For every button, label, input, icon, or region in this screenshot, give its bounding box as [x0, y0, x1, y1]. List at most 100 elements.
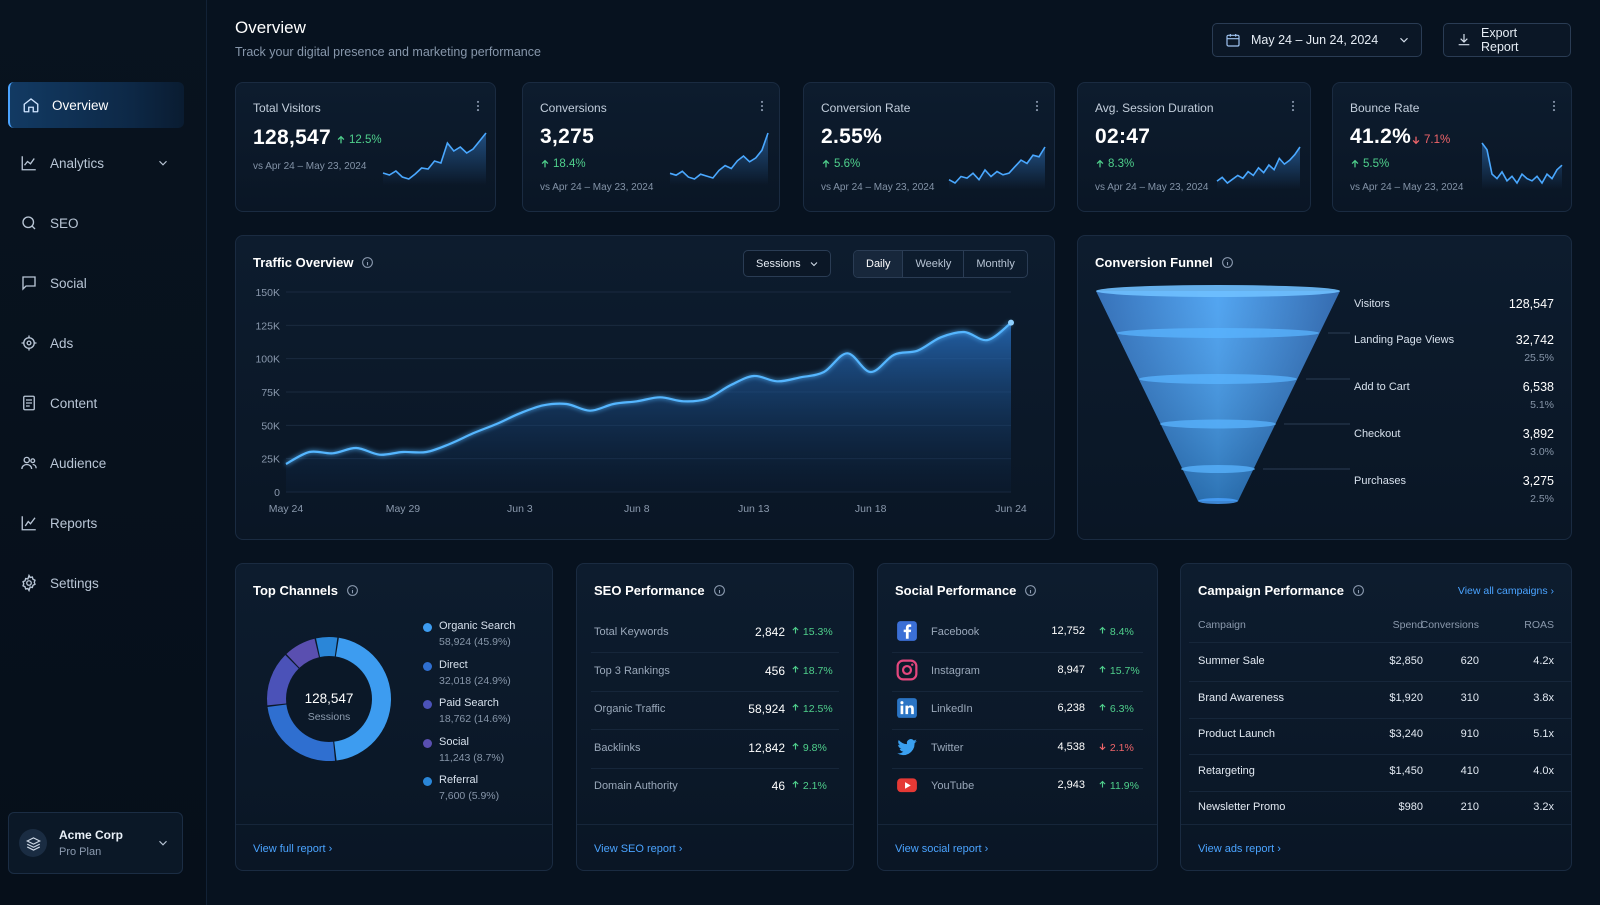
sidebar-item-label: Social [50, 275, 87, 291]
sidebar-item-social[interactable]: Social [8, 260, 184, 306]
sidebar-item-reports[interactable]: Reports [8, 500, 184, 546]
sparkline-area [1482, 143, 1562, 189]
kpi-value: 2.55% [821, 125, 883, 148]
kpi-value: 02:47 [1095, 125, 1151, 148]
period-weekly[interactable]: Weekly [903, 251, 965, 277]
social-metric-delta: 11.9% [1098, 780, 1139, 792]
delta-value: 8.4% [1109, 626, 1134, 638]
period-monthly[interactable]: Monthly [976, 258, 1015, 270]
kpi-sparkline [1481, 142, 1563, 189]
info-icon[interactable] [346, 584, 359, 597]
seo-metric-value: 2,842 [754, 625, 785, 639]
funnel-stage-name: Landing Page Views [1354, 334, 1455, 346]
arrow-up-icon [822, 159, 830, 168]
info-icon[interactable] [1024, 584, 1037, 597]
campaign-name: Product Launch [1198, 728, 1276, 740]
sidebar-item-overview[interactable]: Overview [8, 82, 184, 128]
sidebar-item-settings[interactable]: Settings [8, 560, 184, 606]
view-all-campaigns-link[interactable]: View all campaigns › [1457, 585, 1554, 597]
info-icon[interactable] [361, 256, 374, 269]
kpi-card-conversion-rate: Conversion Rate 2.55% 5.6% vs Apr 24 – M… [803, 82, 1055, 212]
kpi-sparkline [382, 132, 487, 185]
funnel-stage-name: Add to Cart [1354, 381, 1410, 393]
funnel-shade [1096, 291, 1340, 501]
period-daily[interactable]: Daily [854, 251, 904, 277]
more-vertical-icon[interactable] [1030, 99, 1044, 113]
row-divider [1189, 790, 1571, 792]
view-seo-report-link[interactable]: View SEO report › [594, 843, 683, 855]
metric-select[interactable]: Sessions [743, 250, 831, 277]
date-range-picker[interactable]: May 24 – Jun 24, 2024 [1212, 23, 1422, 57]
chevron-down-icon[interactable] [156, 156, 170, 170]
donut-slice[interactable] [267, 704, 336, 761]
funnel-stage-name: Purchases [1354, 475, 1406, 487]
section-header: Social Performance [895, 583, 1037, 598]
donut-slice[interactable] [316, 637, 338, 657]
table-header-divider [1189, 642, 1571, 643]
donut-slice[interactable] [334, 637, 391, 761]
kpi-title: Total Visitors [253, 101, 321, 115]
delta-value: 2.1% [802, 780, 827, 792]
more-vertical-icon[interactable] [1547, 99, 1561, 113]
table-column-header: ROAS [1524, 619, 1554, 631]
kpi-delta: 8.3% [1095, 158, 1134, 170]
social-metric-value: 8,947 [1057, 663, 1085, 676]
sidebar-item-content[interactable]: Content [8, 380, 184, 426]
arrow-down-icon [1412, 136, 1420, 145]
org-switcher[interactable]: Acme Corp Pro Plan [8, 812, 183, 874]
sidebar-item-analytics[interactable]: Analytics [8, 140, 184, 186]
chevron-down-icon [810, 261, 818, 266]
funnel-stage-value: 3,892 [1522, 427, 1554, 441]
calendar-icon [1226, 34, 1240, 47]
delta-value: 15.3% [802, 626, 833, 638]
page-subtitle: Track your digital presence and marketin… [235, 45, 541, 59]
arrow-up-icon [792, 780, 799, 788]
youtube-icon [896, 774, 918, 796]
legend-swatch [423, 777, 432, 786]
kpi-card-bounce-rate: Bounce Rate 41.2% 7.1% 5.5% vs Apr 24 – … [1332, 82, 1572, 212]
kpi-delta-value: 8.3% [1108, 158, 1135, 170]
campaign-cell: $2,850 [1389, 655, 1423, 667]
sidebar-item-audience[interactable]: Audience [8, 440, 184, 486]
campaign-cell: $1,450 [1389, 764, 1423, 777]
donut-slice[interactable] [286, 638, 319, 668]
section-header: Traffic Overview [253, 255, 374, 270]
row-divider [591, 767, 839, 769]
seo-metric-value: 58,924 [748, 702, 785, 716]
info-icon[interactable] [1221, 256, 1234, 269]
sidebar-item-seo[interactable]: SEO [8, 200, 184, 246]
info-icon[interactable] [1352, 584, 1365, 597]
twitter-icon-glyph [897, 738, 917, 755]
funnel-stage-rim [1139, 374, 1297, 384]
instagram-icon-glyph [896, 659, 918, 680]
legend-channel-detail: 32,018 (24.9%) [439, 674, 511, 687]
x-tick-label: May 29 [386, 503, 421, 515]
seo-metric-delta: 18.7% [791, 665, 833, 677]
export-report-button[interactable]: Export Report [1443, 23, 1571, 57]
view-full-report-link[interactable]: View full report › [253, 843, 333, 855]
seo-metric-delta: 12.5% [791, 703, 833, 715]
view-ads-report-link[interactable]: View ads report › [1198, 843, 1281, 855]
delta-value: 9.8% [802, 741, 827, 754]
sidebar-item-ads[interactable]: Ads [8, 320, 184, 366]
more-vertical-icon[interactable] [755, 99, 769, 113]
traffic-area-chart: 0 25K 50K 75K 100K 125K 150K May 24 May 29 Jun 3 J… [255, 287, 1026, 515]
legend-swatch [423, 661, 432, 671]
sidebar-item-label: Ads [50, 335, 74, 351]
kpi-card-conversions: Conversions 3,275 18.4% vs Apr 24 – May … [522, 82, 780, 212]
more-vertical-icon[interactable] [1286, 99, 1300, 113]
y-tick-label: 75K [261, 387, 280, 399]
view-social-report-link[interactable]: View social report › [895, 843, 989, 855]
youtube-icon-glyph [897, 778, 917, 793]
section-header: Conversion Funnel [1095, 255, 1234, 270]
kpi-value: 41.2% [1350, 125, 1412, 148]
donut-slice[interactable] [267, 655, 299, 706]
kpi-card-avg-session-duration: Avg. Session Duration 02:47 8.3% vs Apr … [1077, 82, 1311, 212]
arrow-up-icon [541, 159, 549, 168]
social-metric-value: 2,943 [1057, 779, 1085, 791]
info-icon[interactable] [713, 584, 726, 597]
more-vertical-icon[interactable] [471, 99, 485, 113]
seo-metric-label: Total Keywords [594, 626, 669, 638]
home-icon [23, 98, 39, 113]
